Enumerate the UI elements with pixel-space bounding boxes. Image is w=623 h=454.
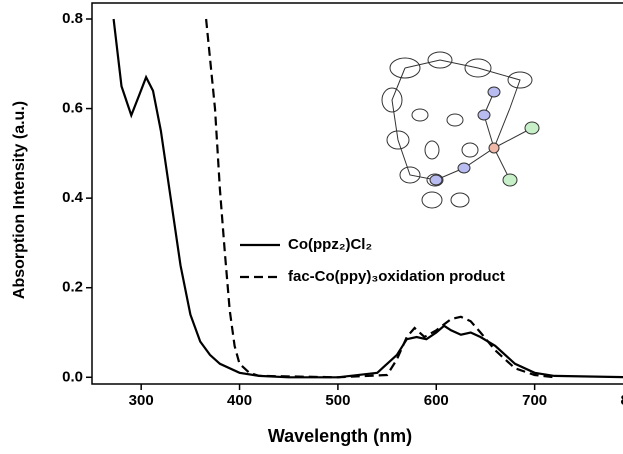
x-tick-label: 600 (424, 392, 449, 409)
legend-label: Co(ppz₂)Cl₂ (288, 236, 372, 253)
y-tick-label: 0.2 (62, 279, 83, 296)
y-tick-label: 0.4 (62, 189, 84, 206)
series-line (206, 19, 554, 377)
inset-structure (382, 52, 539, 208)
x-tick-label: 300 (129, 392, 154, 409)
y-axis-title: Absorption Intensity (a.u.) (11, 101, 28, 299)
x-tick-label: 400 (227, 392, 252, 409)
x-tick-label: 700 (522, 392, 547, 409)
chart: Wavelength (nm) Absorption Intensity (a.… (0, 0, 623, 454)
x-axis-title: Wavelength (nm) (268, 426, 412, 446)
y-tick-label: 0.0 (62, 368, 83, 385)
series-line (114, 19, 623, 377)
y-tick-label: 0.8 (62, 10, 83, 27)
plot-frame (92, 3, 623, 384)
x-tick-label: 500 (325, 392, 350, 409)
y-tick-label: 0.6 (62, 100, 83, 117)
legend-label: fac-Co(ppy)₃oxidation product (288, 268, 505, 285)
